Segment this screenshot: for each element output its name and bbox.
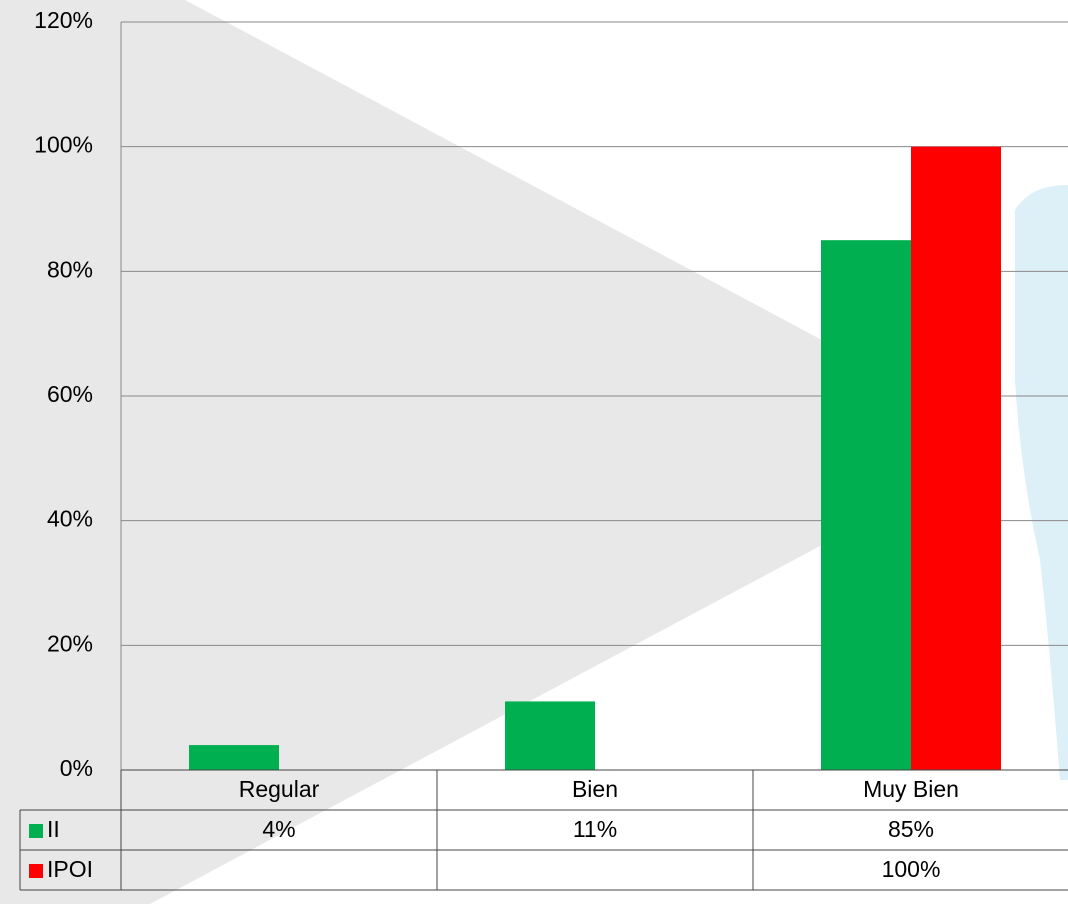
y-tick-label: 40% [47,506,93,532]
y-tick-label: 0% [60,755,93,781]
x-tick-label: Muy Bien [863,776,959,802]
table-value: 85% [888,816,934,842]
data-table: Regular Bien Muy Bien II 4% 11% 85% IPOI 100% [19,769,1068,891]
legend-key [29,824,43,838]
y-tick-label: 60% [47,381,93,407]
legend-key [29,864,43,878]
table-value: 11% [573,816,617,842]
bar [189,745,279,770]
background-shape [0,0,850,904]
y-tick-label: 100% [34,132,93,158]
bar [505,701,595,770]
x-tick-label: Regular [239,776,320,802]
y-tick-label: 120% [34,7,93,33]
bar [911,146,1001,770]
table-value: 100% [882,856,941,882]
x-tick-label: Bien [572,776,618,802]
table-value: 4% [262,816,295,842]
bar [821,240,911,770]
legend-label: IPOI [47,856,93,882]
y-tick-label: 80% [47,256,93,282]
y-tick-label: 20% [47,630,93,656]
legend-label: II [47,816,60,842]
bars [189,146,1001,770]
background-shape [1015,185,1068,780]
grid: 0% 20% 40% 60% 80% 100% 120% [34,7,1068,781]
